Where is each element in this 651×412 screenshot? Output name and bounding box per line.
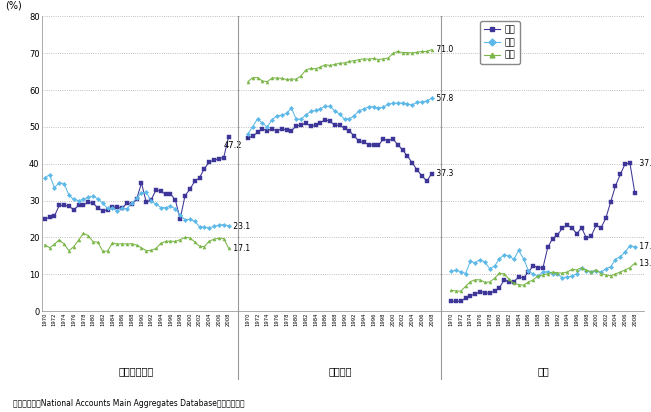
- Text: 輸出: 輸出: [537, 366, 549, 376]
- Text: 71.0: 71.0: [434, 45, 453, 54]
- Text: 17.1: 17.1: [231, 243, 250, 253]
- Text: 固定資本形成: 固定資本形成: [119, 366, 154, 376]
- Legend: 中国, 日本, 米国: 中国, 日本, 米国: [480, 21, 520, 64]
- Text: (%): (%): [5, 0, 21, 11]
- Text: 資料：国連「National Accounts Main Aggregates Database」から作成。: 資料：国連「National Accounts Main Aggregates …: [13, 399, 245, 408]
- Text: 37.8: 37.8: [637, 159, 651, 168]
- Text: 13.0: 13.0: [637, 259, 651, 268]
- Text: 47.2: 47.2: [224, 138, 248, 150]
- Text: 23.1: 23.1: [231, 222, 250, 230]
- Text: 17.4: 17.4: [637, 243, 651, 251]
- Text: 57.8: 57.8: [434, 94, 453, 103]
- Text: 家計消費: 家計消費: [328, 366, 352, 376]
- Text: 37.3: 37.3: [434, 169, 454, 178]
